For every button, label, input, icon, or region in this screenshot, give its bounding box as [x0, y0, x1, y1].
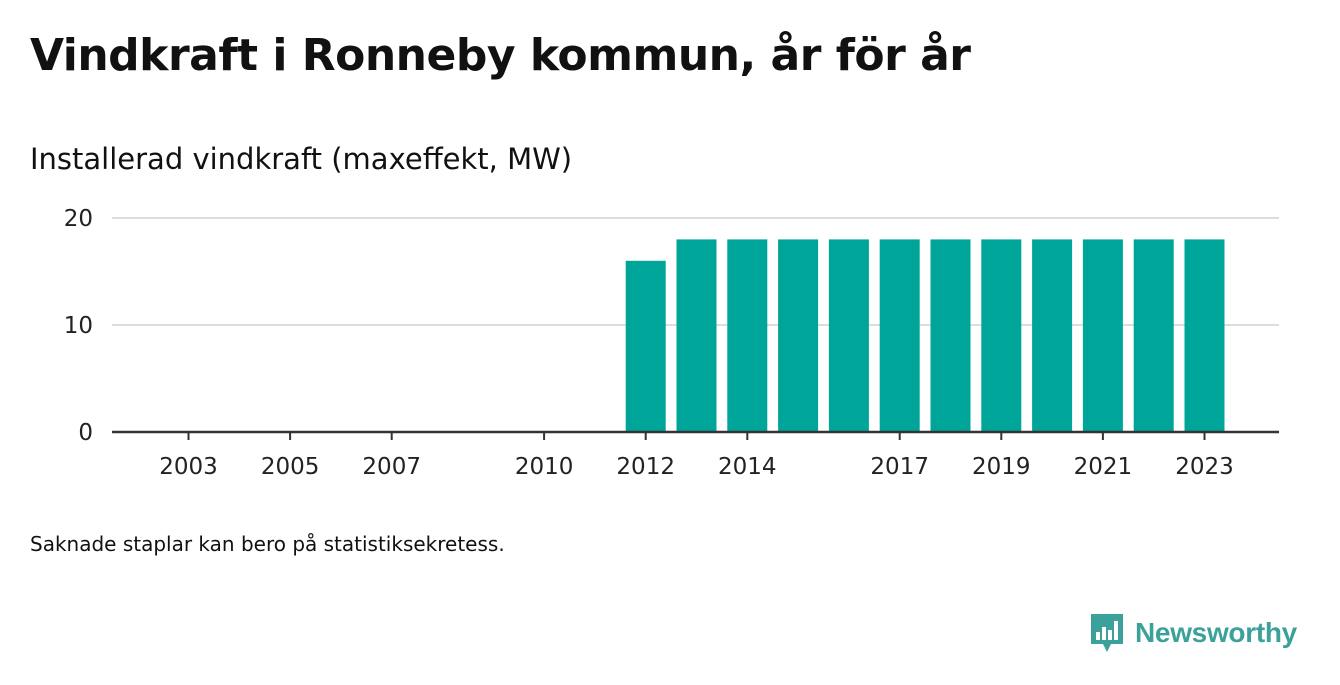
bar-2018: [930, 239, 971, 432]
x-tick-label: 2005: [261, 454, 320, 480]
y-tick-label: 0: [78, 420, 93, 446]
x-tick-label: 2003: [159, 454, 218, 480]
chart-title: Vindkraft i Ronneby kommun, år för år: [30, 30, 971, 81]
bar-2013: [676, 239, 717, 432]
bar-chart: 0 10 20 2003 2005 2007 2010 2012 2014 2017 2019 202…: [64, 206, 1279, 480]
bar-2012: [625, 260, 666, 432]
bar-2022: [1133, 239, 1174, 432]
x-tick-label: 2021: [1074, 454, 1133, 480]
bar-2023: [1184, 239, 1225, 432]
newsworthy-logo-icon: [1091, 614, 1123, 652]
x-tick-label: 2017: [870, 454, 929, 480]
x-tick-label: 2023: [1175, 454, 1234, 480]
axes: 0 10 20 2003 2005 2007 2010 2012 2014 2017 2019 202…: [64, 206, 1279, 480]
brand-name: Newsworthy: [1135, 617, 1297, 648]
bars: [625, 239, 1225, 432]
x-tick-label: 2010: [515, 454, 574, 480]
chart-subtitle: Installerad vindkraft (maxeffekt, MW): [30, 142, 573, 176]
bar-2020: [1032, 239, 1073, 432]
x-tick-label: 2012: [616, 454, 675, 480]
bar-2014: [727, 239, 768, 432]
footnote: Saknade staplar kan bero på statistiksek…: [30, 532, 505, 556]
bar-2016: [828, 239, 869, 432]
x-tick-label: 2007: [362, 454, 421, 480]
bar-2015: [778, 239, 819, 432]
bar-2021: [1082, 239, 1123, 432]
x-tick-label: 2019: [972, 454, 1031, 480]
bar-2019: [981, 239, 1022, 432]
y-tick-label: 10: [64, 313, 93, 339]
x-tick-label: 2014: [718, 454, 777, 480]
bar-2017: [879, 239, 920, 432]
brand-logo: Newsworthy: [1089, 612, 1297, 654]
y-tick-label: 20: [64, 206, 93, 232]
